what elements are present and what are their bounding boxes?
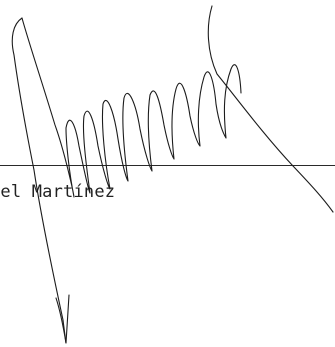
signature-stroke-left-loop xyxy=(11,17,67,344)
signature-stroke-top-flourish xyxy=(207,5,334,213)
signature-line xyxy=(0,165,335,166)
signature-stroke-main-waves xyxy=(21,17,242,198)
signatory-name: uel Martínez xyxy=(0,182,116,202)
signature-stroke-left-arrow xyxy=(55,294,70,344)
